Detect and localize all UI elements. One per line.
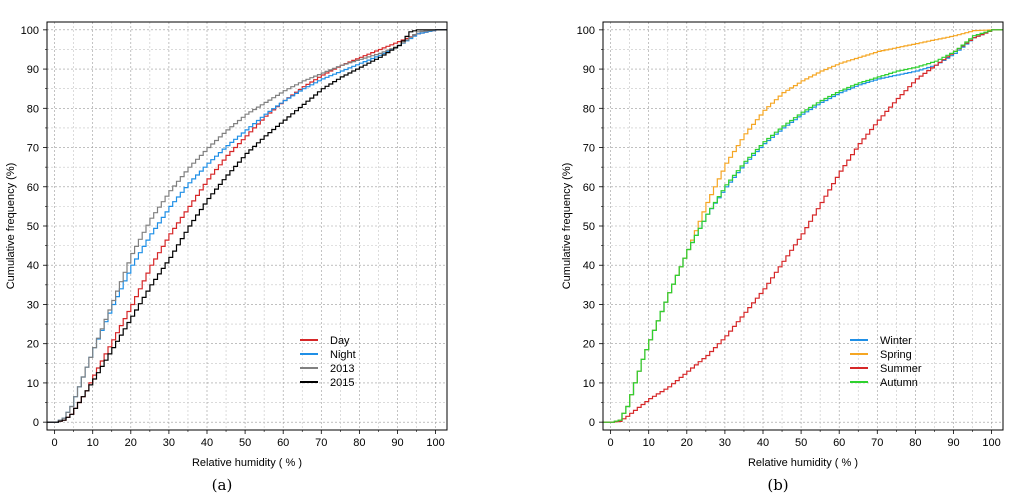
x-axis-label: Relative humidity ( % ) bbox=[192, 457, 302, 469]
chart-panel-b: 0 10 20 30 40 50 60 70 80 90 100 0 10 20 30 40 50 60 70 80 9… bbox=[561, 21, 1004, 494]
y-tick-label: 20 bbox=[583, 339, 595, 351]
x-tick-label: 100 bbox=[982, 437, 1000, 449]
y-axis-label: Cumulative frequency (%) bbox=[5, 163, 17, 290]
x-tick-label: 70 bbox=[315, 437, 327, 449]
legend-label: Day bbox=[330, 335, 350, 347]
y-tick-label: 60 bbox=[27, 182, 39, 194]
x-tick-label: 0 bbox=[608, 437, 614, 449]
y-tick-label: 0 bbox=[33, 417, 39, 429]
y-tick-label: 80 bbox=[27, 103, 39, 115]
legend-label: Spring bbox=[880, 349, 912, 361]
y-tick-label: 100 bbox=[577, 25, 595, 37]
x-tick-label: 40 bbox=[201, 437, 213, 449]
y-tick-label: 60 bbox=[583, 182, 595, 194]
legend-label: Winter bbox=[880, 335, 912, 347]
y-tick-label: 100 bbox=[21, 25, 39, 37]
y-tick-label: 30 bbox=[27, 299, 39, 311]
y-tick-label: 80 bbox=[583, 103, 595, 115]
x-tick-label: 20 bbox=[681, 437, 693, 449]
x-tick-label: 40 bbox=[757, 437, 769, 449]
y-tick-label: 20 bbox=[27, 339, 39, 351]
x-tick-label: 50 bbox=[239, 437, 251, 449]
y-tick-label: 10 bbox=[583, 378, 595, 390]
y-tick-label: 70 bbox=[583, 143, 595, 155]
y-axis-label: Cumulative frequency (%) bbox=[561, 163, 573, 290]
x-tick-label: 70 bbox=[871, 437, 883, 449]
panel-caption: (a) bbox=[212, 476, 233, 494]
chart-panel-a: 0 10 20 30 40 50 60 70 80 90 100 0 10 20 30 40 50 60 70 80 9… bbox=[5, 21, 448, 494]
x-tick-label: 90 bbox=[391, 437, 403, 449]
legend: Winter Spring Summer Autumn bbox=[850, 335, 922, 389]
series-line-2015 bbox=[47, 29, 447, 423]
y-tick-label: 90 bbox=[27, 64, 39, 76]
grid bbox=[603, 22, 1003, 430]
y-tick-label: 40 bbox=[583, 260, 595, 272]
series-line-2013 bbox=[47, 29, 447, 423]
y-tick-label: 10 bbox=[27, 378, 39, 390]
series-line-summer bbox=[603, 29, 1003, 423]
y-tick-label: 50 bbox=[27, 221, 39, 233]
y-tick-label: 40 bbox=[27, 260, 39, 272]
legend: Day Night 2013 2015 bbox=[300, 335, 356, 389]
legend-label: Summer bbox=[880, 363, 922, 375]
x-tick-label: 80 bbox=[353, 437, 365, 449]
x-tick-label: 10 bbox=[87, 437, 99, 449]
legend-label: Night bbox=[330, 349, 356, 361]
legend-label: Autumn bbox=[880, 377, 918, 389]
x-axis-label: Relative humidity ( % ) bbox=[748, 457, 858, 469]
y-tick-label: 0 bbox=[589, 417, 595, 429]
grid bbox=[47, 22, 447, 430]
x-tick-label: 30 bbox=[719, 437, 731, 449]
legend-label: 2015 bbox=[330, 377, 354, 389]
x-tick-label: 50 bbox=[795, 437, 807, 449]
x-tick-label: 60 bbox=[833, 437, 845, 449]
series-line-day bbox=[47, 29, 447, 423]
x-tick-label: 90 bbox=[947, 437, 959, 449]
x-tick-label: 30 bbox=[163, 437, 175, 449]
x-tick-label: 0 bbox=[52, 437, 58, 449]
x-tick-label: 100 bbox=[426, 437, 444, 449]
series-line-night bbox=[47, 29, 447, 423]
x-tick-label: 60 bbox=[277, 437, 289, 449]
x-tick-label: 20 bbox=[125, 437, 137, 449]
x-tick-label: 10 bbox=[643, 437, 655, 449]
x-tick-label: 80 bbox=[909, 437, 921, 449]
panel-caption: (b) bbox=[767, 476, 788, 494]
y-tick-label: 90 bbox=[583, 64, 595, 76]
legend-label: 2013 bbox=[330, 363, 354, 375]
y-tick-label: 30 bbox=[583, 299, 595, 311]
y-tick-label: 70 bbox=[27, 143, 39, 155]
y-tick-label: 50 bbox=[583, 221, 595, 233]
series-line-autumn bbox=[603, 29, 1003, 423]
